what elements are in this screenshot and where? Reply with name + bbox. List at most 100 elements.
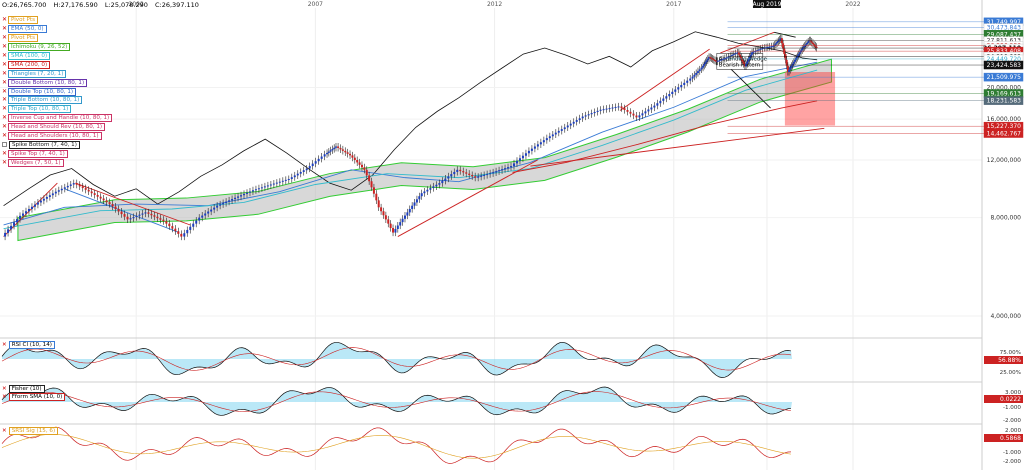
indicator-label[interactable]: Triple Top (10, 80, 1) — [8, 105, 71, 113]
candle-body — [192, 224, 194, 227]
remove-icon[interactable]: ✕ — [2, 151, 7, 157]
candle-body — [210, 210, 212, 212]
remove-icon[interactable]: ✕ — [2, 44, 7, 50]
remove-icon[interactable]: ✕ — [2, 386, 7, 392]
remove-icon[interactable]: ✕ — [2, 17, 7, 23]
candle-body — [727, 57, 729, 58]
indicator-row[interactable]: ✕ Pivot Pts — [2, 16, 112, 25]
candle-body — [777, 41, 779, 42]
candle-body — [16, 219, 18, 222]
remove-icon[interactable]: ✕ — [2, 80, 7, 86]
candle-body — [106, 200, 108, 202]
indicator-label[interactable]: Double Bottom (10, 80, 1) — [8, 79, 87, 87]
remove-icon[interactable]: ✕ — [2, 26, 7, 32]
indicator-row[interactable]: ✕ SMA (200, 0) — [2, 60, 112, 69]
candle-body — [702, 66, 704, 68]
indicator-row[interactable]: ✕ Pivot Pts — [2, 34, 112, 43]
indicator-row[interactable]: ✕ Double Bottom (10, 80, 1) — [2, 78, 112, 87]
candle-body — [558, 131, 560, 133]
candle-body — [291, 177, 293, 179]
remove-icon[interactable]: ✕ — [2, 115, 7, 121]
indicator-label[interactable]: Wedges (7, 50, 1) — [8, 159, 64, 167]
price-tag-label: 23,424.583 — [987, 62, 1022, 69]
remove-icon[interactable]: ✕ — [2, 89, 7, 95]
candle-body — [564, 127, 566, 129]
indicator-row[interactable]: Spike Bottom (7, 40, 1) — [2, 140, 112, 149]
indicator-label[interactable]: Pivot Pts — [8, 16, 38, 24]
candle-body — [201, 216, 203, 218]
candle-body — [366, 170, 368, 176]
indicator-label[interactable]: Head and Should Rev (10, 80, 1) — [8, 123, 105, 131]
indicator-row[interactable]: ✕ Triple Bottom (10, 80, 1) — [2, 96, 112, 105]
panel-axis-label: -2.000 — [1003, 418, 1021, 424]
indicator-label[interactable]: Triangles (7, 20, 1) — [8, 70, 66, 78]
close-value: C:26,397.110 — [155, 1, 199, 9]
remove-icon[interactable]: ✕ — [2, 35, 7, 41]
srsi-legend-label[interactable]: SRSI Sig (15, 6) — [9, 427, 58, 435]
indicator-label[interactable]: Double Top (10, 80, 1) — [8, 88, 76, 96]
indicator-row[interactable]: ✕ EMA (50, 0) — [2, 25, 112, 34]
indicator-label[interactable]: Spike Bottom (7, 40, 1) — [9, 141, 80, 149]
candle-body — [189, 227, 191, 230]
remove-icon[interactable]: ✕ — [2, 97, 7, 103]
indicator-label[interactable]: SMA (100, 0) — [8, 52, 50, 60]
indicator-label[interactable]: Head and Shoulders (10, 80, 1) — [8, 132, 102, 140]
candle-body — [326, 153, 328, 154]
candle-body — [772, 46, 774, 47]
candle-body — [516, 161, 518, 164]
fisher-legend-label[interactable]: Fisher (10) — [9, 385, 45, 393]
indicator-label[interactable]: Ichimoku (9, 26, 52) — [8, 43, 70, 51]
candle-body — [718, 60, 720, 61]
candle-body — [758, 49, 760, 50]
indicator-label[interactable]: Spike Top (7, 40, 1) — [8, 150, 68, 158]
remove-icon[interactable]: ✕ — [2, 53, 7, 59]
checkbox-icon[interactable] — [2, 142, 7, 147]
indicator-row[interactable]: ✕ Head and Shoulders (10, 80, 1) — [2, 132, 112, 141]
candle-body — [399, 222, 401, 225]
candle-body — [94, 193, 96, 195]
indicator-label[interactable]: Triple Bottom (10, 80, 1) — [8, 96, 82, 104]
remove-icon[interactable]: ✕ — [2, 124, 7, 130]
indicator-row[interactable]: ✕ Triple Top (10, 80, 1) — [2, 105, 112, 114]
candle-body — [689, 79, 691, 81]
candle-body — [552, 134, 554, 136]
rsi-legend-label[interactable]: RSI Cl (10, 14) — [9, 341, 55, 349]
indicator-row[interactable]: ✕ Head and Should Rev (10, 80, 1) — [2, 123, 112, 132]
candle-body — [807, 42, 809, 43]
remove-icon[interactable]: ✕ — [2, 71, 7, 77]
candle-body — [543, 140, 545, 142]
indicator-row[interactable]: ✕ Wedges (7, 50, 1) — [2, 158, 112, 167]
indicator-label[interactable]: Pivot Pts — [8, 34, 38, 42]
candle-body — [135, 216, 137, 217]
indicator-row[interactable]: ✕ SMA (100, 0) — [2, 52, 112, 61]
remove-icon[interactable]: ✕ — [2, 106, 7, 112]
remove-icon[interactable]: ✕ — [2, 394, 7, 400]
indicator-row[interactable]: ✕ Double Top (10, 80, 1) — [2, 87, 112, 96]
candle-body — [474, 176, 476, 177]
candle-body — [635, 116, 637, 118]
indicator-row[interactable]: ✕ Triangles (7, 20, 1) — [2, 69, 112, 78]
indicator-row[interactable]: ✕ Ichimoku (9, 26, 52) — [2, 43, 112, 52]
pattern-annotation-text: Bearish Pattern — [719, 62, 760, 68]
remove-icon[interactable]: ✕ — [2, 342, 7, 348]
indicator-row[interactable]: ✕ Spike Top (7, 40, 1) — [2, 149, 112, 158]
candle-body — [112, 204, 114, 206]
candle-body — [165, 221, 167, 223]
panel-axis-label: 2.000 — [1005, 428, 1021, 434]
remove-icon[interactable]: ✕ — [2, 160, 7, 166]
remove-icon[interactable]: ✕ — [2, 62, 7, 68]
candle-body — [585, 115, 587, 116]
candle-body — [127, 217, 129, 220]
price-tag-label: 15,227.370 — [987, 123, 1022, 130]
candle-body — [118, 209, 120, 212]
remove-icon[interactable]: ✕ — [2, 133, 7, 139]
remove-icon[interactable]: ✕ — [2, 428, 7, 434]
indicator-panels: 75.00%25.00%56.88%3.000-1.000-2.0000.022… — [2, 342, 1023, 465]
fform-legend-label[interactable]: Fform SMA (10, 0) — [9, 393, 66, 401]
indicator-label[interactable]: Inverse Cup and Handle (10, 80, 1) — [8, 114, 112, 122]
indicator-label[interactable]: SMA (200, 0) — [8, 61, 50, 69]
indicator-row[interactable]: ✕ Inverse Cup and Handle (10, 80, 1) — [2, 114, 112, 123]
indicator-label[interactable]: EMA (50, 0) — [8, 25, 47, 33]
candle-body — [13, 222, 15, 225]
